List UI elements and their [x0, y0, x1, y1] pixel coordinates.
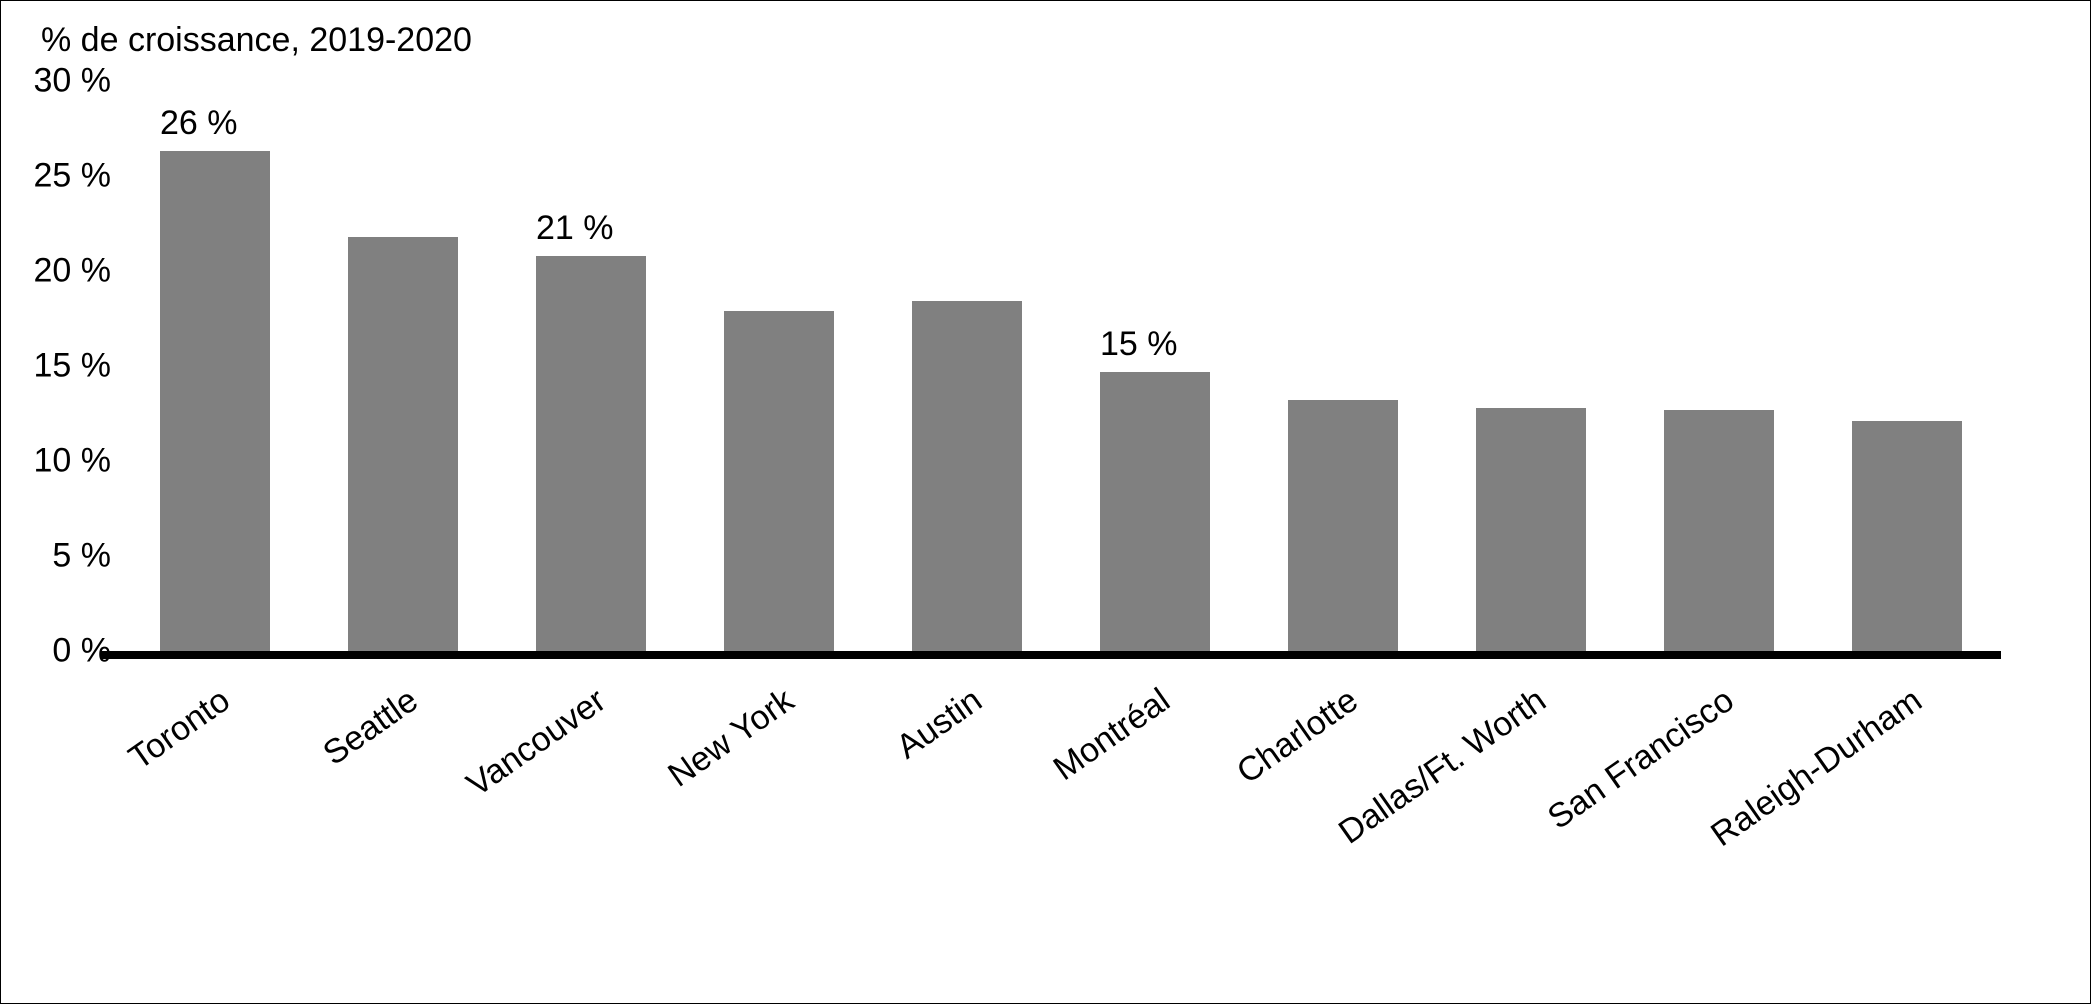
x-tick-label: Raleigh-Durham [1907, 681, 1929, 713]
x-tick-label: Dallas/Ft. Worth [1531, 681, 1553, 713]
x-tick-label: Vancouver [591, 681, 613, 713]
x-tick-label: Charlotte [1343, 681, 1365, 713]
x-tick-label: Montréal [1155, 681, 1177, 713]
y-tick-label: 5 % [52, 537, 111, 576]
x-tick-label: Austin [967, 681, 989, 713]
bar: 26 % [160, 151, 270, 651]
y-tick-label: 20 % [34, 252, 112, 291]
bar [1476, 408, 1586, 651]
y-tick-label: 15 % [34, 347, 112, 386]
bar-group [1813, 421, 2001, 651]
x-axis-line [101, 651, 2001, 659]
bar-group [1437, 408, 1625, 651]
y-tick-label: 10 % [34, 442, 112, 481]
y-tick-label: 25 % [34, 157, 112, 196]
x-tick-label: San Francisco [1719, 681, 1741, 713]
bar [1852, 421, 1962, 651]
bar-group: 21 % [497, 256, 685, 651]
bar-value-label: 26 % [160, 104, 238, 143]
chart-title: % de croissance, 2019-2020 [41, 21, 472, 60]
bar-group [1249, 400, 1437, 651]
bar-group [309, 237, 497, 651]
bar-group [873, 301, 1061, 651]
y-tick-label: 30 % [34, 62, 112, 101]
x-tick-label: Toronto [215, 681, 237, 713]
bar [348, 237, 458, 651]
bar-group: 26 % [121, 151, 309, 651]
bar [724, 311, 834, 651]
bar: 21 % [536, 256, 646, 651]
x-tick-label: New York [779, 681, 801, 713]
bar: 15 % [1100, 372, 1210, 651]
bar [1664, 410, 1774, 651]
bar-value-label: 15 % [1100, 325, 1178, 364]
bar-group [685, 311, 873, 651]
bar-group [1625, 410, 1813, 651]
bars-container: 26 % 21 % 15 % [121, 81, 2001, 651]
bar-value-label: 21 % [536, 209, 614, 248]
bar [1288, 400, 1398, 651]
x-tick-label: Seattle [403, 681, 425, 713]
bar [912, 301, 1022, 651]
bar-group: 15 % [1061, 372, 1249, 651]
